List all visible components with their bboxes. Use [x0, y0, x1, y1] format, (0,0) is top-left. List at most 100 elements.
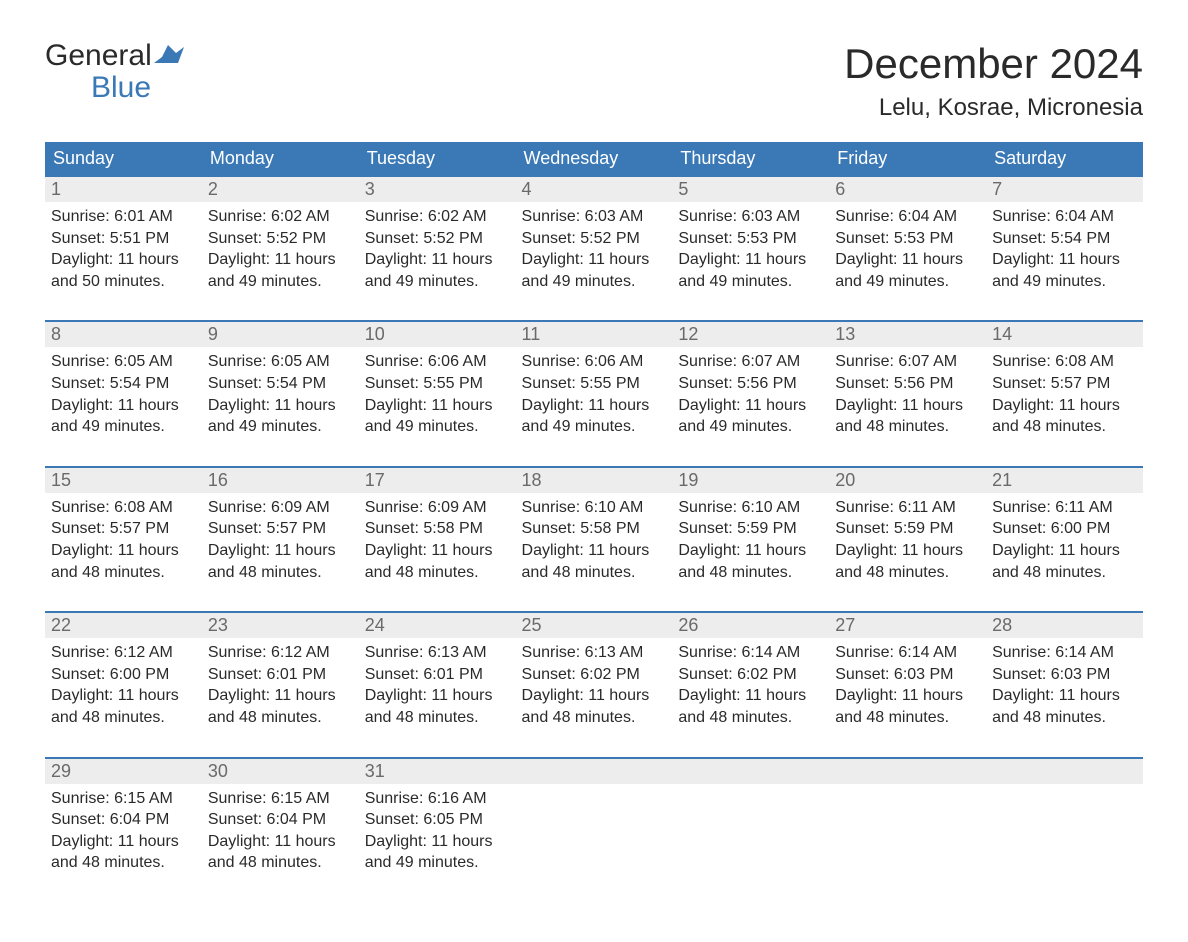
day-number: 6 — [829, 177, 986, 202]
calendar-day-cell: 30Sunrise: 6:15 AMSunset: 6:04 PMDayligh… — [202, 758, 359, 902]
day-content: Sunrise: 6:11 AMSunset: 5:59 PMDaylight:… — [829, 493, 986, 611]
day-number: 7 — [986, 177, 1143, 202]
sunset-line: Sunset: 5:57 PM — [992, 373, 1137, 395]
day-number: 4 — [516, 177, 673, 202]
calendar-day-cell: 8Sunrise: 6:05 AMSunset: 5:54 PMDaylight… — [45, 321, 202, 466]
calendar-day-cell: 7Sunrise: 6:04 AMSunset: 5:54 PMDaylight… — [986, 176, 1143, 321]
calendar-day-cell: 22Sunrise: 6:12 AMSunset: 6:00 PMDayligh… — [45, 612, 202, 757]
sunset-line: Sunset: 5:52 PM — [208, 228, 353, 250]
calendar-day-cell: 9Sunrise: 6:05 AMSunset: 5:54 PMDaylight… — [202, 321, 359, 466]
daylight-line: Daylight: 11 hours and 48 minutes. — [835, 540, 980, 583]
day-content: Sunrise: 6:12 AMSunset: 6:01 PMDaylight:… — [202, 638, 359, 756]
sunset-line: Sunset: 5:59 PM — [678, 518, 823, 540]
sunset-line: Sunset: 6:01 PM — [208, 664, 353, 686]
daylight-line: Daylight: 11 hours and 48 minutes. — [51, 831, 196, 874]
calendar-day-cell: 18Sunrise: 6:10 AMSunset: 5:58 PMDayligh… — [516, 467, 673, 612]
daylight-line: Daylight: 11 hours and 48 minutes. — [208, 685, 353, 728]
logo: General Blue — [45, 40, 186, 103]
sunset-line: Sunset: 6:00 PM — [992, 518, 1137, 540]
day-content: Sunrise: 6:02 AMSunset: 5:52 PMDaylight:… — [359, 202, 516, 320]
day-content: Sunrise: 6:09 AMSunset: 5:58 PMDaylight:… — [359, 493, 516, 611]
sunrise-line: Sunrise: 6:11 AM — [835, 497, 980, 519]
sunset-line: Sunset: 5:54 PM — [992, 228, 1137, 250]
sunrise-line: Sunrise: 6:05 AM — [51, 351, 196, 373]
day-content: Sunrise: 6:05 AMSunset: 5:54 PMDaylight:… — [45, 347, 202, 465]
calendar-table: SundayMondayTuesdayWednesdayThursdayFrid… — [45, 142, 1143, 902]
sunrise-line: Sunrise: 6:10 AM — [522, 497, 667, 519]
sunrise-line: Sunrise: 6:09 AM — [365, 497, 510, 519]
calendar-week-row: 8Sunrise: 6:05 AMSunset: 5:54 PMDaylight… — [45, 321, 1143, 466]
day-content: Sunrise: 6:07 AMSunset: 5:56 PMDaylight:… — [829, 347, 986, 465]
sunset-line: Sunset: 5:58 PM — [522, 518, 667, 540]
day-content: Sunrise: 6:13 AMSunset: 6:01 PMDaylight:… — [359, 638, 516, 756]
calendar-day-cell: 12Sunrise: 6:07 AMSunset: 5:56 PMDayligh… — [672, 321, 829, 466]
day-content: Sunrise: 6:14 AMSunset: 6:02 PMDaylight:… — [672, 638, 829, 756]
day-content: Sunrise: 6:03 AMSunset: 5:53 PMDaylight:… — [672, 202, 829, 320]
day-number: 28 — [986, 613, 1143, 638]
day-content: Sunrise: 6:07 AMSunset: 5:56 PMDaylight:… — [672, 347, 829, 465]
sunset-line: Sunset: 5:52 PM — [365, 228, 510, 250]
weekday-header: Sunday — [45, 142, 202, 176]
day-number: 29 — [45, 759, 202, 784]
weekday-header: Saturday — [986, 142, 1143, 176]
weekday-header-row: SundayMondayTuesdayWednesdayThursdayFrid… — [45, 142, 1143, 176]
calendar-day-cell: 10Sunrise: 6:06 AMSunset: 5:55 PMDayligh… — [359, 321, 516, 466]
calendar-day-cell: 15Sunrise: 6:08 AMSunset: 5:57 PMDayligh… — [45, 467, 202, 612]
header: General Blue December 2024 Lelu, Kosrae,… — [45, 40, 1143, 122]
calendar-day-cell: 1Sunrise: 6:01 AMSunset: 5:51 PMDaylight… — [45, 176, 202, 321]
sunset-line: Sunset: 5:55 PM — [522, 373, 667, 395]
day-content: Sunrise: 6:06 AMSunset: 5:55 PMDaylight:… — [516, 347, 673, 465]
sunrise-line: Sunrise: 6:13 AM — [365, 642, 510, 664]
sunset-line: Sunset: 5:56 PM — [835, 373, 980, 395]
sunset-line: Sunset: 5:52 PM — [522, 228, 667, 250]
sunset-line: Sunset: 5:51 PM — [51, 228, 196, 250]
title-block: December 2024 Lelu, Kosrae, Micronesia — [844, 40, 1143, 122]
calendar-day-cell: 24Sunrise: 6:13 AMSunset: 6:01 PMDayligh… — [359, 612, 516, 757]
day-content: Sunrise: 6:04 AMSunset: 5:54 PMDaylight:… — [986, 202, 1143, 320]
daylight-line: Daylight: 11 hours and 49 minutes. — [208, 249, 353, 292]
day-number: 2 — [202, 177, 359, 202]
sunset-line: Sunset: 6:02 PM — [678, 664, 823, 686]
calendar-day-cell: 19Sunrise: 6:10 AMSunset: 5:59 PMDayligh… — [672, 467, 829, 612]
sunrise-line: Sunrise: 6:01 AM — [51, 206, 196, 228]
calendar-body: 1 Sunrise: 6:01 AMSunset: 5:51 PM Daylight… — [45, 176, 1143, 902]
day-content: Sunrise: 6:04 AMSunset: 5:53 PMDaylight:… — [829, 202, 986, 320]
daylight-line: Daylight: 11 hours and 48 minutes. — [51, 685, 196, 728]
day-content: Sunrise: 6:14 AMSunset: 6:03 PMDaylight:… — [829, 638, 986, 756]
day-number: 13 — [829, 322, 986, 347]
sunset-line: Sunset: 5:57 PM — [208, 518, 353, 540]
sunset-line: Sunset: 6:00 PM — [51, 664, 196, 686]
sunset-line: Sunset: 6:05 PM — [365, 809, 510, 831]
daylight-line: Daylight: 11 hours and 48 minutes. — [992, 395, 1137, 438]
daylight-line: Daylight: 11 hours and 48 minutes. — [678, 685, 823, 728]
sunset-line: Sunset: 5:54 PM — [208, 373, 353, 395]
calendar-day-cell: 17Sunrise: 6:09 AMSunset: 5:58 PMDayligh… — [359, 467, 516, 612]
calendar-day-cell: 13Sunrise: 6:07 AMSunset: 5:56 PMDayligh… — [829, 321, 986, 466]
sunrise-line: Sunrise: 6:16 AM — [365, 788, 510, 810]
daylight-line: Daylight: 11 hours and 49 minutes. — [992, 249, 1137, 292]
day-content: Sunrise: 6:13 AMSunset: 6:02 PMDaylight:… — [516, 638, 673, 756]
calendar-day-cell: 29Sunrise: 6:15 AMSunset: 6:04 PMDayligh… — [45, 758, 202, 902]
day-number: 30 — [202, 759, 359, 784]
calendar-day-cell: 26Sunrise: 6:14 AMSunset: 6:02 PMDayligh… — [672, 612, 829, 757]
calendar-week-row: 15Sunrise: 6:08 AMSunset: 5:57 PMDayligh… — [45, 467, 1143, 612]
month-title: December 2024 — [844, 40, 1143, 88]
day-content: Sunrise: 6:08 AMSunset: 5:57 PMDaylight:… — [986, 347, 1143, 465]
calendar-day-cell: 14Sunrise: 6:08 AMSunset: 5:57 PMDayligh… — [986, 321, 1143, 466]
logo-text-blue: Blue — [91, 72, 186, 104]
day-number: 1 — [45, 177, 202, 202]
day-content: Sunrise: 6:16 AMSunset: 6:05 PMDaylight:… — [359, 784, 516, 902]
calendar-day-cell: 3Sunrise: 6:02 AMSunset: 5:52 PMDaylight… — [359, 176, 516, 321]
day-number: 12 — [672, 322, 829, 347]
day-number-empty — [516, 759, 673, 784]
sunrise-line: Sunrise: 6:12 AM — [208, 642, 353, 664]
daylight-line: Daylight: 11 hours and 48 minutes. — [522, 540, 667, 583]
day-number: 20 — [829, 468, 986, 493]
day-number: 26 — [672, 613, 829, 638]
calendar-day-cell — [829, 758, 986, 902]
day-content: Sunrise: 6:14 AMSunset: 6:03 PMDaylight:… — [986, 638, 1143, 756]
day-number: 14 — [986, 322, 1143, 347]
day-number-empty — [672, 759, 829, 784]
daylight-line: Daylight: 11 hours and 48 minutes. — [365, 685, 510, 728]
day-number-empty — [829, 759, 986, 784]
